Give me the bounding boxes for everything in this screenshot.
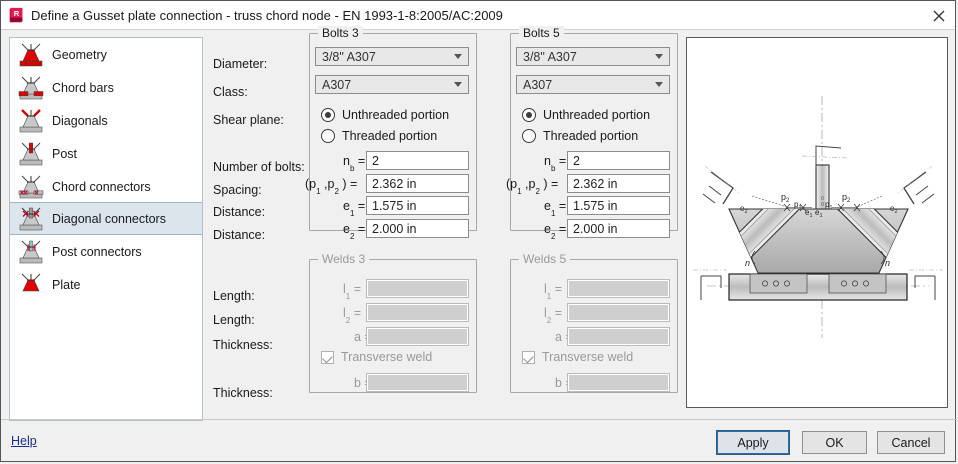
svg-text:n: n bbox=[885, 258, 890, 268]
svg-text:R: R bbox=[14, 9, 20, 18]
svg-text:n: n bbox=[745, 258, 750, 268]
svg-text:p2: p2 bbox=[842, 192, 851, 204]
svg-text:p2: p2 bbox=[781, 192, 790, 204]
